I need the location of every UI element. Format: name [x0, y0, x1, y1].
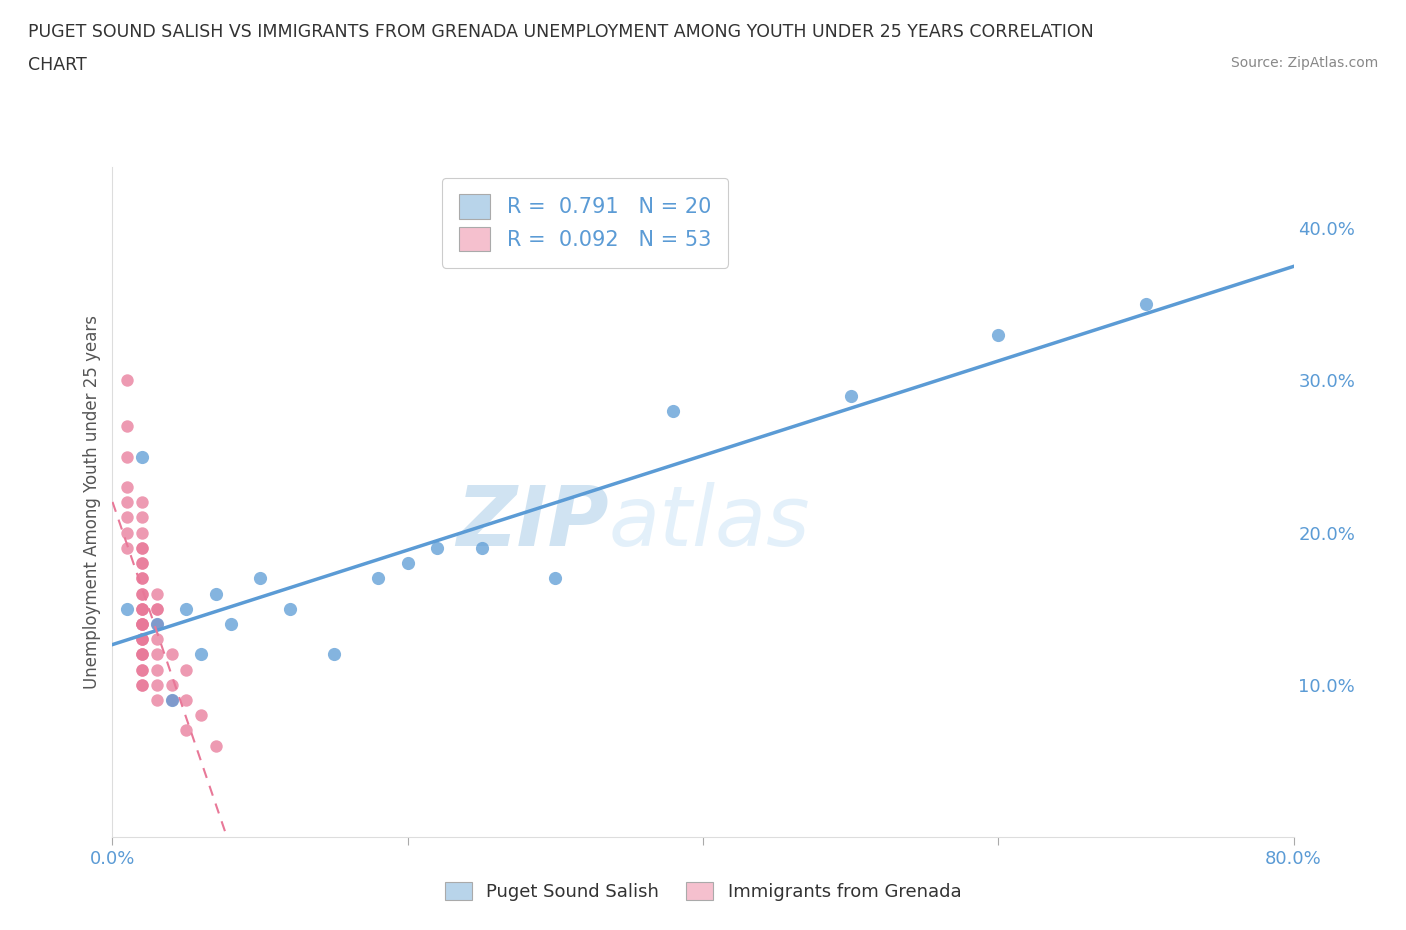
Point: [205, 738, 228, 753]
Point: [160, 693, 183, 708]
Point: [146, 602, 169, 617]
Point: [190, 708, 212, 723]
Point: [160, 647, 183, 662]
Point: [117, 525, 138, 540]
Point: [278, 602, 301, 617]
Point: [131, 602, 153, 617]
Point: [839, 388, 862, 403]
Point: [146, 586, 169, 601]
Point: [117, 510, 138, 525]
Point: [131, 540, 153, 555]
Point: [174, 693, 197, 708]
Point: [131, 662, 153, 677]
Point: [117, 373, 138, 388]
Point: [367, 571, 389, 586]
Text: CHART: CHART: [28, 56, 87, 73]
Legend: Puget Sound Salish, Immigrants from Grenada: Puget Sound Salish, Immigrants from Gren…: [437, 874, 969, 909]
Point: [146, 617, 169, 631]
Point: [1135, 297, 1157, 312]
Point: [662, 404, 685, 418]
Point: [396, 555, 419, 570]
Point: [146, 693, 169, 708]
Point: [131, 617, 153, 631]
Point: [470, 540, 494, 555]
Point: [131, 662, 153, 677]
Point: [131, 586, 153, 601]
Point: [131, 571, 153, 586]
Point: [131, 677, 153, 692]
Point: [131, 617, 153, 631]
Point: [131, 510, 153, 525]
Point: [131, 602, 153, 617]
Point: [131, 571, 153, 586]
Point: [131, 617, 153, 631]
Point: [146, 617, 169, 631]
Point: [131, 647, 153, 662]
Point: [131, 631, 153, 646]
Point: [174, 662, 197, 677]
Point: [174, 723, 197, 737]
Point: [160, 693, 183, 708]
Point: [146, 602, 169, 617]
Point: [205, 586, 228, 601]
Point: [131, 586, 153, 601]
Point: [117, 480, 138, 495]
Point: [544, 571, 567, 586]
Point: [323, 647, 346, 662]
Point: [131, 525, 153, 540]
Point: [131, 555, 153, 570]
Text: atlas: atlas: [609, 482, 810, 563]
Point: [146, 631, 169, 646]
Point: [131, 617, 153, 631]
Text: Source: ZipAtlas.com: Source: ZipAtlas.com: [1230, 56, 1378, 70]
Point: [131, 495, 153, 510]
Point: [190, 647, 212, 662]
Point: [131, 677, 153, 692]
Point: [117, 540, 138, 555]
Point: [117, 602, 138, 617]
Y-axis label: Unemployment Among Youth under 25 years: Unemployment Among Youth under 25 years: [83, 315, 101, 689]
Point: [131, 555, 153, 570]
Point: [131, 540, 153, 555]
Point: [131, 647, 153, 662]
Point: [146, 662, 169, 677]
Point: [131, 631, 153, 646]
Point: [146, 677, 169, 692]
Point: [117, 418, 138, 433]
Point: [131, 602, 153, 617]
Point: [146, 647, 169, 662]
Point: [249, 571, 271, 586]
Point: [174, 602, 197, 617]
Point: [160, 677, 183, 692]
Point: [131, 647, 153, 662]
Point: [987, 327, 1010, 342]
Text: ZIP: ZIP: [456, 482, 609, 563]
Point: [117, 449, 138, 464]
Text: PUGET SOUND SALISH VS IMMIGRANTS FROM GRENADA UNEMPLOYMENT AMONG YOUTH UNDER 25 : PUGET SOUND SALISH VS IMMIGRANTS FROM GR…: [28, 23, 1094, 41]
Point: [131, 631, 153, 646]
Point: [117, 495, 138, 510]
Point: [131, 449, 153, 464]
Point: [219, 617, 242, 631]
Point: [426, 540, 449, 555]
